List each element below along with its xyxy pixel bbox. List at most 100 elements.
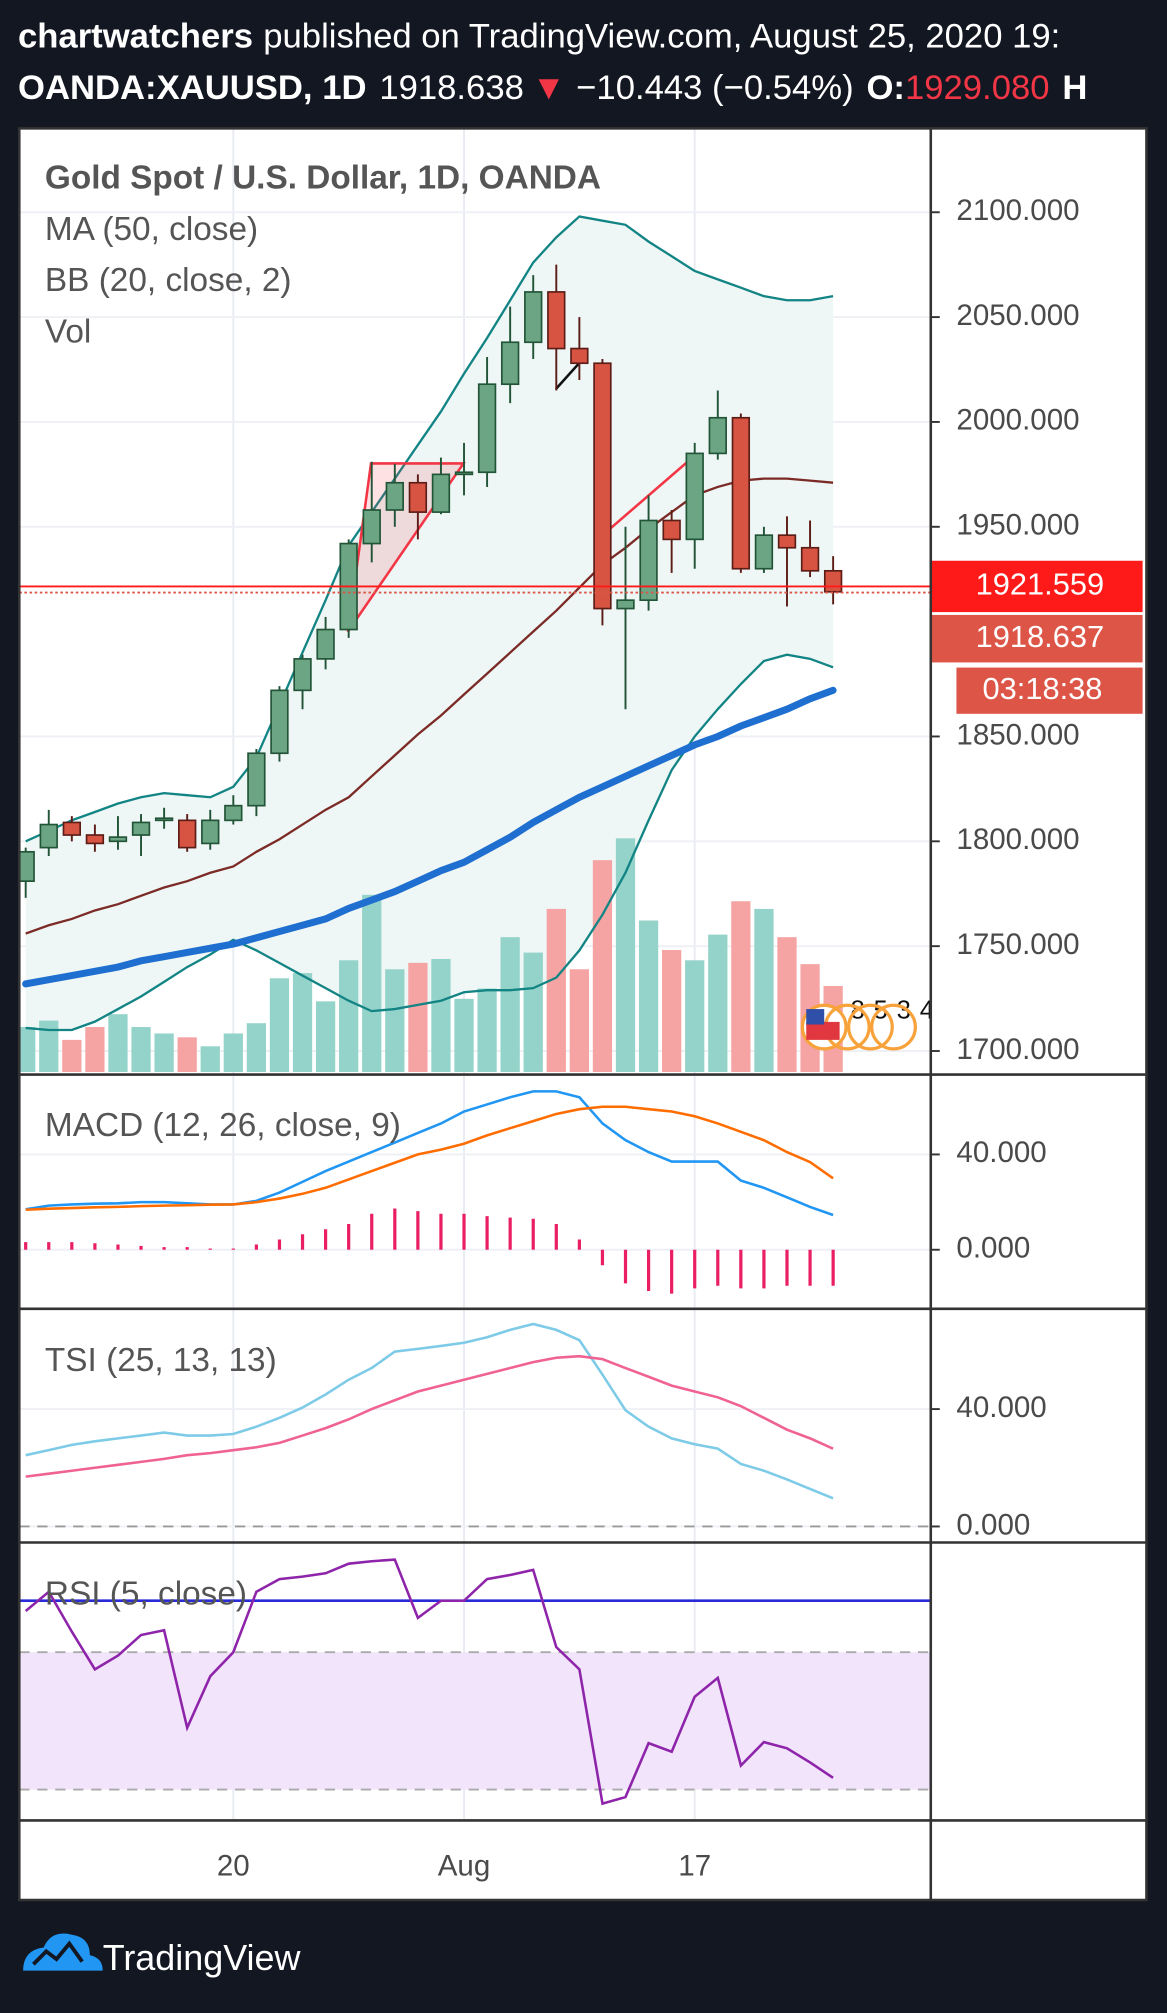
candle-body <box>639 519 658 602</box>
bb-lower <box>25 653 834 1032</box>
candle-body <box>500 341 520 386</box>
volume-bar <box>662 950 682 1072</box>
y-tick-label: 2050.000 <box>956 299 1079 332</box>
y-tick-label: 40.000 <box>956 1136 1046 1169</box>
candle-body <box>477 383 497 474</box>
y-tick-label: 1700.000 <box>956 1033 1079 1066</box>
volume-bar <box>223 1033 243 1072</box>
published: published on TradingView.com, August 25,… <box>263 18 1060 56</box>
drawing-line <box>608 454 696 530</box>
indicator-line <box>25 1090 834 1217</box>
event-icon <box>847 1003 894 1051</box>
indicator-line <box>25 1322 834 1500</box>
frame-border <box>17 127 1148 1902</box>
volume-bar <box>385 969 405 1072</box>
volume-bar <box>523 952 543 1072</box>
volume-bar <box>708 934 728 1072</box>
candle-body <box>777 534 797 549</box>
y-tick-label: 1850.000 <box>956 718 1079 751</box>
plot-layer: 20 Aug 17 8 5 3 4 1700.000 1750.000 1800.000 1850.… <box>19 128 1143 1883</box>
candle-body <box>708 416 727 455</box>
y-tick-label: 0.000 <box>956 1232 1030 1265</box>
volume-bar <box>39 1020 59 1072</box>
candle-body <box>293 658 312 692</box>
candle-body <box>39 823 58 849</box>
drawing-line <box>554 362 580 390</box>
candle-body <box>270 689 289 755</box>
candle-body <box>177 819 197 849</box>
high-label: H <box>1062 69 1087 107</box>
volume-bar <box>615 838 636 1072</box>
x-tick-label: 20 <box>217 1850 250 1883</box>
volume-bar <box>177 1037 197 1072</box>
y-tick-label: 1750.000 <box>956 928 1079 961</box>
volume-bar <box>500 937 520 1072</box>
volume-bar <box>777 937 797 1072</box>
volume-bar <box>754 908 774 1072</box>
candle-body <box>408 481 428 513</box>
volume-bar <box>408 962 428 1072</box>
flag-stripes <box>806 1021 840 1040</box>
volume-bar <box>131 1027 151 1072</box>
y-tick-label: 1800.000 <box>956 823 1079 856</box>
volume-bar <box>431 958 451 1072</box>
flag-union <box>806 1009 825 1025</box>
volume-bar <box>269 978 290 1072</box>
author: chartwatchers <box>18 18 253 56</box>
candle-body <box>454 471 474 476</box>
header-line-2: OANDA:XAUUSD, 1D 1918.638 ▼ −10.443 (−0.54%… <box>18 69 1087 107</box>
y-tick-label: 0.000 <box>956 1508 1030 1541</box>
volume-bar <box>62 1039 82 1072</box>
pane <box>19 1558 931 1806</box>
candle-body <box>362 509 381 545</box>
volume-bar <box>246 1023 267 1072</box>
chart-title: Gold Spot / U.S. Dollar, 1D, OANDA <box>45 160 601 197</box>
candle-body <box>62 821 82 836</box>
candle-body <box>201 819 220 845</box>
volume-bar <box>19 1027 36 1072</box>
volume-bar <box>85 1027 105 1072</box>
volume-bar <box>477 988 497 1072</box>
candle-body <box>131 821 151 836</box>
bb-upper <box>25 215 834 843</box>
volume-bar <box>638 920 659 1072</box>
countdown-box <box>956 667 1143 714</box>
countdown: 03:18:38 <box>983 671 1103 706</box>
x-tick-label: 17 <box>678 1850 711 1883</box>
last-price: 1918.638 <box>379 69 524 107</box>
candle-body <box>685 452 704 541</box>
volume-bar <box>315 1001 336 1072</box>
candle-body <box>85 834 105 845</box>
change: −10.443 (−0.54%) <box>576 69 853 107</box>
volume-bar <box>154 1033 174 1072</box>
indicator-line <box>24 1558 834 1806</box>
candle-body <box>154 817 174 822</box>
candle-body <box>616 599 635 610</box>
volume-bar <box>569 969 589 1072</box>
y-tick-label: 1950.000 <box>956 509 1079 542</box>
candle-body <box>754 534 774 570</box>
volume-bar <box>685 960 705 1072</box>
volume-bar <box>454 998 474 1072</box>
volume-bar <box>362 894 382 1072</box>
y-tick-label: 40.000 <box>956 1391 1046 1424</box>
logo-line <box>32 1940 84 1966</box>
rsi-band <box>19 1652 931 1790</box>
price-label: 1918.637 <box>976 619 1104 654</box>
indicator-line <box>25 1105 834 1212</box>
event-label: 3 <box>897 996 911 1024</box>
open-price: 1929.080 <box>905 69 1050 107</box>
brand: TradingView <box>103 1937 302 1978</box>
price-label-box <box>930 614 1143 663</box>
volume-bar <box>731 901 751 1072</box>
pane <box>19 1090 931 1294</box>
x-tick-label: Aug <box>438 1850 491 1883</box>
event-label: 4 <box>920 996 934 1024</box>
candle-body <box>247 752 266 807</box>
open-label: O: <box>866 69 905 107</box>
pane-title: TSI (25, 13, 13) <box>45 1342 277 1379</box>
candle-body <box>823 569 843 593</box>
